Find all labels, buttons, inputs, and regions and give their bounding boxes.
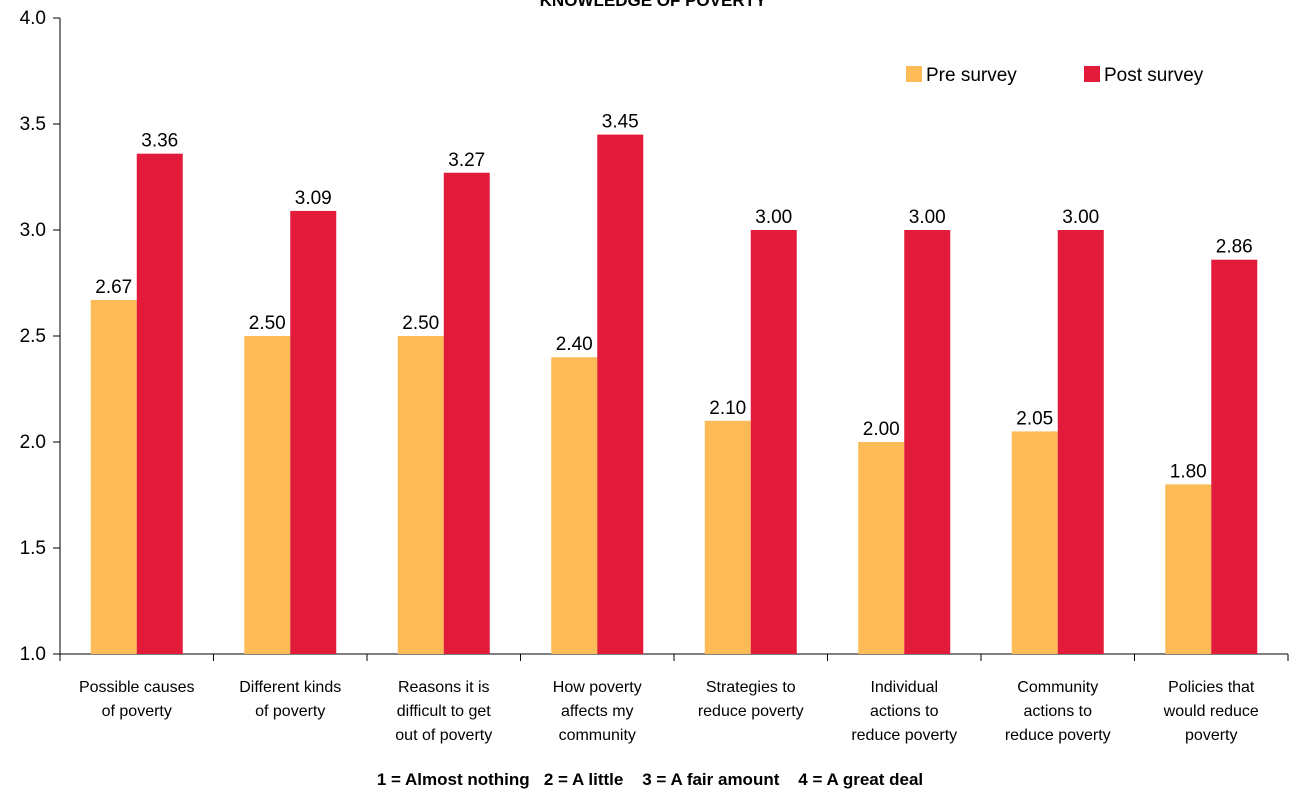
category-label: Possible causes xyxy=(79,679,195,696)
legend-label: Post survey xyxy=(1104,65,1204,86)
legend: Pre survey Post survey xyxy=(906,65,1204,86)
category-label: Different kinds xyxy=(239,679,341,696)
data-labels-group: 2.67 3.36 2.50 3.09 2.50 3.27 2.40 3.45 2.10 3.00… xyxy=(95,112,1252,483)
category-label: How poverty xyxy=(553,679,642,696)
category-label: reduce poverty xyxy=(698,703,804,720)
category-label: of poverty xyxy=(102,703,172,720)
category-label: would reduce xyxy=(1163,703,1259,720)
post-survey-bar xyxy=(290,210,337,655)
category-label: community xyxy=(559,727,636,744)
data-label: 2.00 xyxy=(863,419,900,440)
data-label: 3.27 xyxy=(448,150,485,171)
category-label: actions to xyxy=(870,703,939,720)
data-label: 2.86 xyxy=(1216,237,1253,258)
post-survey-bar xyxy=(597,134,644,655)
pre-survey-bar xyxy=(397,336,444,654)
pre-survey-bar xyxy=(90,299,137,654)
data-label: 1.80 xyxy=(1170,461,1207,482)
data-label: 3.00 xyxy=(755,207,792,228)
category-labels-group: Possible causes of poverty Different kinds… xyxy=(79,679,1259,744)
category-label: Individual xyxy=(870,679,938,696)
post-survey-bar xyxy=(904,230,951,654)
post-survey-bar xyxy=(443,172,490,654)
category-label: of poverty xyxy=(255,703,325,720)
category-label: affects my xyxy=(561,703,634,720)
data-label: 2.50 xyxy=(402,313,439,334)
data-label: 2.05 xyxy=(1016,408,1053,429)
x-axis xyxy=(59,653,1289,661)
pre-survey-bar xyxy=(244,336,291,654)
pre-survey-bar xyxy=(858,442,905,654)
post-survey-bar xyxy=(1057,230,1104,654)
bars-group xyxy=(90,134,1258,655)
y-tick-label: 4.0 xyxy=(20,8,46,29)
data-label: 2.40 xyxy=(556,334,593,355)
post-survey-bar xyxy=(136,153,183,654)
category-label: Policies that xyxy=(1168,679,1255,696)
category-label: actions to xyxy=(1024,703,1093,720)
y-tick-label: 2.0 xyxy=(20,432,46,453)
y-tick-label: 1.0 xyxy=(20,644,46,665)
category-label: out of poverty xyxy=(395,727,492,744)
category-label: Strategies to xyxy=(706,679,796,696)
x-axis-label: 1 = Almost nothing 2 = A little 3 = A fa… xyxy=(377,770,923,789)
legend-swatch xyxy=(1084,66,1100,82)
data-label: 3.09 xyxy=(295,188,332,209)
data-label: 2.10 xyxy=(709,398,746,419)
pre-survey-bar xyxy=(1165,484,1212,654)
pre-survey-bar xyxy=(704,420,751,654)
category-label: difficult to get xyxy=(397,703,492,720)
data-label: 2.50 xyxy=(249,313,286,334)
data-label: 3.36 xyxy=(141,131,178,152)
y-tick-label: 1.5 xyxy=(20,538,46,559)
y-tick-label: 2.5 xyxy=(20,326,46,347)
post-survey-bar xyxy=(750,230,797,654)
category-label: poverty xyxy=(1185,727,1237,744)
legend-label: Pre survey xyxy=(926,65,1017,86)
legend-swatch xyxy=(906,66,922,82)
data-label: 3.45 xyxy=(602,112,639,133)
y-tick-label: 3.5 xyxy=(20,114,46,135)
category-label: Reasons it is xyxy=(398,679,490,696)
post-survey-bar xyxy=(1211,259,1258,654)
pre-survey-bar xyxy=(1011,431,1058,654)
pre-survey-bar xyxy=(551,357,598,654)
y-axis: 1.0 1.5 2.0 2.5 3.0 3.5 4.0 xyxy=(20,8,61,665)
category-label: reduce poverty xyxy=(851,727,957,744)
category-label: Community xyxy=(1017,679,1098,696)
category-label: reduce poverty xyxy=(1005,727,1111,744)
chart-title: KNOWLEDGE OF POVERTY xyxy=(540,0,767,10)
y-tick-label: 3.0 xyxy=(20,220,46,241)
data-label: 2.67 xyxy=(95,277,132,298)
data-label: 3.00 xyxy=(1062,207,1099,228)
data-label: 3.00 xyxy=(909,207,946,228)
